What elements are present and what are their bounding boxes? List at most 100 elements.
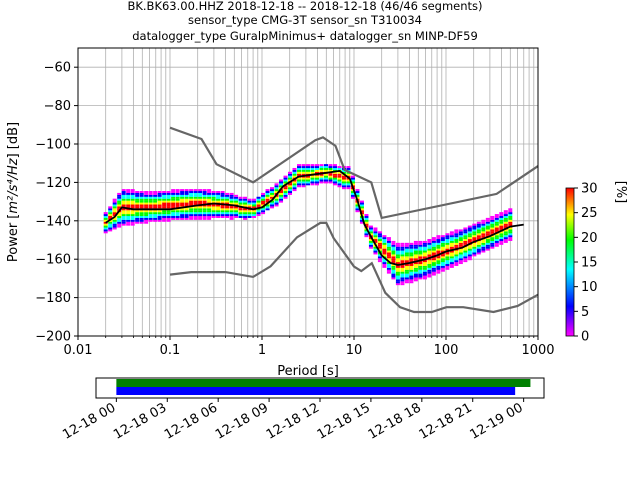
psd-cell	[481, 221, 486, 224]
psd-cell	[463, 235, 468, 238]
psd-cell	[238, 204, 243, 207]
psd-cell	[472, 252, 477, 255]
psd-cell	[391, 260, 396, 263]
y-tick-label: −140	[35, 214, 71, 229]
psd-cell	[283, 187, 288, 190]
psd-cell	[359, 204, 364, 207]
psd-cell	[166, 196, 171, 199]
psd-cell	[310, 179, 315, 182]
psd-cell	[130, 215, 135, 218]
psd-cell	[288, 185, 293, 188]
psd-cell	[350, 179, 355, 182]
psd-cell	[135, 215, 140, 218]
psd-cell	[207, 192, 212, 195]
psd-cell	[117, 196, 122, 199]
psd-cell	[279, 183, 284, 186]
psd-cell	[508, 210, 513, 213]
psd-cell	[494, 217, 499, 220]
psd-cell	[476, 233, 481, 236]
psd-cell	[135, 191, 140, 193]
psd-cell	[368, 229, 373, 232]
psd-cell	[207, 189, 212, 192]
psd-cell	[135, 217, 140, 220]
psd-cell	[148, 206, 153, 209]
psd-cell	[454, 260, 459, 263]
psd-cell	[422, 252, 427, 255]
psd-cell	[153, 217, 158, 220]
psd-cell	[449, 240, 454, 243]
psd-cell	[463, 252, 468, 255]
psd-cell	[337, 179, 342, 182]
psd-cell	[198, 192, 203, 195]
psd-cell	[126, 202, 131, 205]
psd-cell	[319, 167, 324, 170]
psd-cell	[112, 225, 117, 228]
colorbar-tick-label: 0	[581, 330, 589, 345]
psd-cell	[494, 229, 499, 232]
psd-cell	[153, 210, 158, 213]
psd-cell	[117, 202, 122, 205]
psd-cell	[157, 206, 162, 209]
psd-cell	[283, 196, 288, 199]
psd-cell	[121, 189, 126, 192]
psd-cell	[481, 231, 486, 234]
psd-cell	[157, 204, 162, 207]
psd-cell	[472, 237, 477, 240]
psd-cell	[400, 244, 405, 247]
psd-cell	[130, 221, 135, 224]
psd-cell	[126, 223, 131, 226]
psd-cell	[427, 254, 432, 257]
psd-cell	[427, 258, 432, 261]
y-tick-label: −120	[35, 176, 71, 191]
psd-cell	[476, 248, 481, 251]
psd-cell	[189, 206, 194, 209]
psd-cell	[112, 219, 117, 222]
psd-cell	[463, 239, 468, 241]
psd-cell	[112, 206, 117, 209]
psd-cell	[130, 196, 135, 199]
psd-cell	[382, 262, 387, 265]
psd-cell	[422, 275, 427, 278]
psd-cell	[184, 192, 189, 195]
psd-cell	[229, 192, 234, 195]
psd-cell	[153, 206, 158, 209]
psd-cell	[458, 258, 463, 261]
psd-cell	[265, 191, 270, 193]
psd-cell	[189, 192, 194, 195]
psd-cell	[243, 204, 248, 207]
psd-cell	[162, 214, 167, 217]
psd-cell	[377, 254, 382, 257]
psd-cell	[449, 246, 454, 249]
psd-cell	[341, 181, 346, 184]
psd-cell	[252, 198, 257, 201]
psd-cell	[126, 196, 131, 199]
psd-cell	[346, 179, 351, 182]
psd-cell	[157, 214, 162, 217]
psd-cell	[117, 200, 122, 203]
psd-cell	[144, 206, 149, 209]
psd-cell	[175, 196, 180, 199]
psd-cell	[490, 229, 495, 232]
psd-cell	[481, 242, 486, 245]
psd-cell	[162, 206, 167, 209]
psd-cell	[306, 167, 310, 170]
psd-cell	[418, 258, 423, 261]
psd-cell	[449, 235, 454, 238]
psd-cell	[148, 196, 153, 199]
psd-cell	[270, 192, 275, 195]
psd-cell	[422, 277, 427, 280]
x-axis-ticks: 0.01 0.1 1 10 100 1000	[64, 336, 555, 358]
psd-cell	[198, 217, 203, 220]
psd-cell	[171, 198, 176, 201]
psd-cell	[346, 187, 351, 190]
psd-cell	[391, 258, 396, 261]
psd-cell	[243, 214, 248, 217]
psd-cell	[171, 202, 176, 205]
psd-cell	[103, 219, 108, 222]
psd-cell	[144, 192, 149, 195]
psd-cell	[332, 183, 337, 186]
psd-cell	[409, 265, 414, 268]
psd-cell	[130, 198, 135, 201]
psd-cell	[130, 210, 135, 213]
psd-cell	[386, 252, 391, 255]
